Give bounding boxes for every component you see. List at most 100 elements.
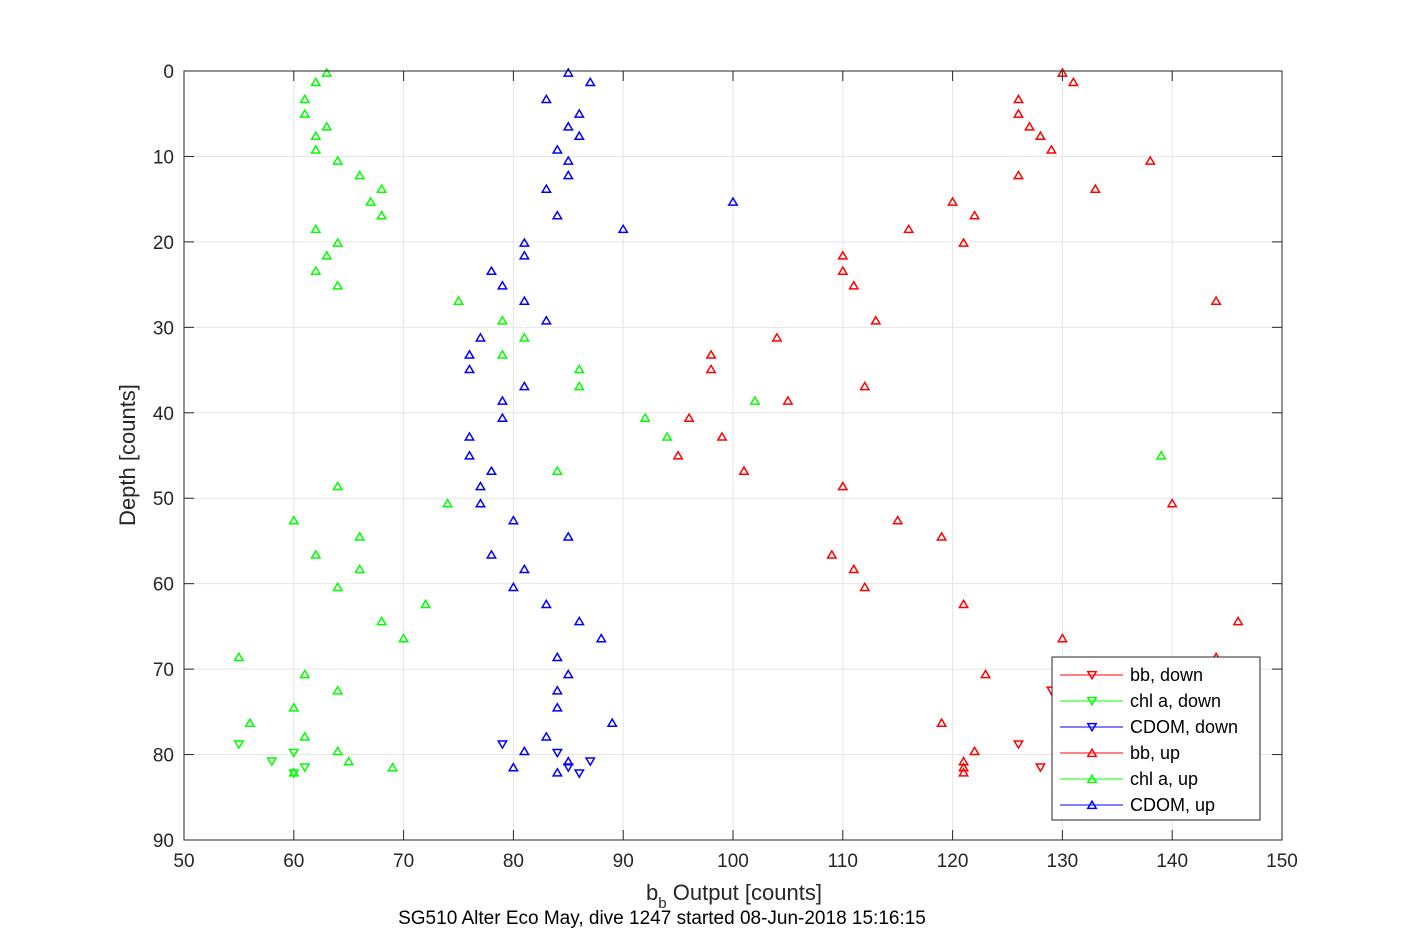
point-cdom-up	[507, 762, 519, 772]
point-cdom-down	[573, 769, 585, 779]
point-cdom-up	[463, 349, 475, 359]
point-bb-up	[936, 717, 948, 728]
point-bb-up	[1012, 108, 1024, 118]
point-cdom-up	[463, 363, 475, 374]
point-bb-down	[1012, 740, 1024, 750]
legend-label: CDOM, down	[1130, 717, 1238, 737]
legend-label: chl a, up	[1130, 769, 1198, 789]
point-bb-up	[848, 280, 860, 290]
point-chl-a-up	[661, 431, 673, 441]
point-chl-a-up	[310, 223, 322, 234]
point-bb-up	[683, 412, 695, 423]
x-tick-label: 100	[717, 851, 749, 872]
point-cdom-up	[562, 121, 574, 131]
y-tick-label: 40	[153, 404, 174, 425]
point-bb-up	[837, 250, 849, 260]
point-bb-up	[1067, 76, 1079, 87]
point-cdom-up	[540, 731, 552, 741]
point-bb-up	[705, 349, 717, 359]
y-axis-label: Depth [counts]	[115, 384, 140, 526]
point-bb-up	[837, 481, 849, 491]
point-cdom-up	[518, 381, 530, 391]
point-cdom-up	[463, 450, 475, 460]
point-cdom-up	[562, 668, 574, 679]
point-bb-up	[672, 450, 684, 460]
point-cdom-up	[474, 332, 486, 342]
legend-box	[1051, 656, 1261, 821]
point-chl-a-up	[299, 668, 311, 679]
point-chl-a-up	[376, 183, 388, 194]
point-cdom-up	[540, 598, 552, 609]
x-tick-label: 90	[613, 851, 634, 872]
point-cdom-up	[496, 412, 508, 423]
point-bb-down	[1034, 763, 1046, 773]
y-tick-label: 20	[153, 233, 174, 254]
point-bb-up	[826, 549, 838, 559]
point-cdom-up	[551, 144, 563, 154]
point-chl-a-up	[749, 395, 761, 405]
legend-label: chl a, down	[1130, 691, 1221, 711]
point-bb-up	[969, 745, 981, 756]
point-bb-up	[1023, 121, 1035, 131]
point-bb-up	[1012, 93, 1024, 104]
point-bb-up	[958, 237, 970, 247]
point-chl-a-up	[420, 598, 432, 609]
point-chl-a-up	[321, 250, 333, 260]
point-bb-up	[958, 762, 970, 772]
y-tick-label: 10	[153, 147, 174, 168]
point-cdom-up	[540, 93, 552, 104]
point-cdom-up	[507, 515, 519, 525]
point-chl-a-up	[376, 616, 388, 626]
point-cdom-up	[727, 196, 739, 206]
point-cdom-up	[540, 315, 552, 325]
chart-subtitle: SG510 Alter Eco May, dive 1247 started 0…	[398, 908, 926, 929]
x-tick-label: 50	[173, 851, 194, 872]
y-tick-label: 80	[153, 746, 174, 767]
point-bb-up	[859, 581, 871, 592]
point-cdom-up	[595, 633, 607, 643]
point-bb-up	[837, 265, 849, 276]
point-chl-a-up	[310, 130, 322, 141]
data-points	[233, 67, 1244, 779]
point-cdom-up	[573, 130, 585, 141]
legend-marker	[1086, 799, 1098, 810]
point-chl-a-up	[299, 108, 311, 118]
point-chl-a-up	[354, 169, 366, 180]
point-chl-a-up	[639, 412, 651, 423]
point-chl-a-up	[398, 633, 410, 643]
point-cdom-up	[562, 756, 574, 766]
legend-label: bb, up	[1130, 743, 1180, 763]
point-cdom-down	[496, 740, 508, 750]
y-tick-label: 60	[153, 575, 174, 596]
point-chl-a-up	[332, 280, 344, 290]
y-tick-label: 50	[153, 489, 174, 510]
point-cdom-up	[518, 745, 530, 756]
point-chl-a-up	[573, 363, 585, 374]
point-chl-a-up	[496, 349, 508, 359]
point-bb-up	[705, 363, 717, 374]
point-cdom-up	[474, 481, 486, 491]
point-chl-a-up	[387, 762, 399, 772]
point-cdom-up	[474, 498, 486, 508]
legend: bb, down chl a, down CDOM, down bb, up chl a…	[1051, 656, 1261, 821]
point-chl-a-up	[518, 332, 530, 342]
point-cdom-up	[562, 67, 574, 77]
point-chl-a-down	[288, 748, 300, 759]
point-chl-a-up	[332, 745, 344, 756]
x-tick-label: 150	[1266, 851, 1298, 872]
legend-marker	[1086, 773, 1098, 784]
point-bb-up	[980, 668, 992, 679]
point-chl-a-up	[299, 93, 311, 104]
point-bb-up	[1210, 295, 1222, 305]
point-chl-a-up	[496, 315, 508, 325]
point-chl-a-up	[354, 563, 366, 574]
point-cdom-down	[584, 757, 596, 767]
legend-marker	[1086, 670, 1098, 681]
point-bb-up	[1012, 169, 1024, 180]
x-tick-label: 130	[1047, 851, 1079, 872]
point-bb-up	[782, 395, 794, 405]
point-cdom-up	[551, 702, 563, 712]
point-cdom-up	[518, 295, 530, 305]
point-cdom-up	[485, 265, 497, 276]
